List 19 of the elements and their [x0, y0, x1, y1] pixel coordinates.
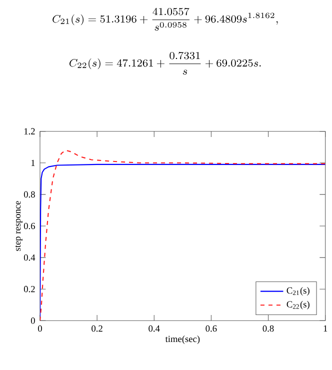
x-tick-label: 0.6: [206, 325, 217, 332]
y-tick-label: 1.2: [24, 128, 35, 134]
x-tick-label: 0.2: [92, 325, 102, 332]
y-tick-label: 1: [31, 160, 35, 166]
x-axis-title: time(sec): [165, 336, 200, 344]
x-tick-label: 0.8: [262, 325, 274, 332]
x-tick-label: 1: [324, 325, 328, 332]
y-axis-title: step responce: [15, 201, 22, 251]
legend-label: C$_{22}$(s): [286, 300, 310, 310]
y-tick-label: 0: [30, 318, 35, 324]
x-tick-label: 0: [38, 325, 42, 332]
legend-label: C$_{21}$(s): [286, 287, 310, 296]
text: $C_{21}(s) = 51.3196 + \frac{41.0557}{s^{0.0958}} + 96.4809s^{1.8162},$: [52, 8, 278, 31]
y-tick-label: 0.6: [24, 222, 35, 230]
y-tick-label: 0.8: [24, 191, 35, 198]
y-tick-label: 0.2: [24, 286, 35, 292]
text: $C_{22}(s) = 47.1261 + \frac{0.7331}{s} + 69.0225s.$: [69, 52, 261, 75]
x-tick-label: 0.4: [148, 325, 160, 332]
y-tick-label: 0.4: [24, 254, 36, 261]
